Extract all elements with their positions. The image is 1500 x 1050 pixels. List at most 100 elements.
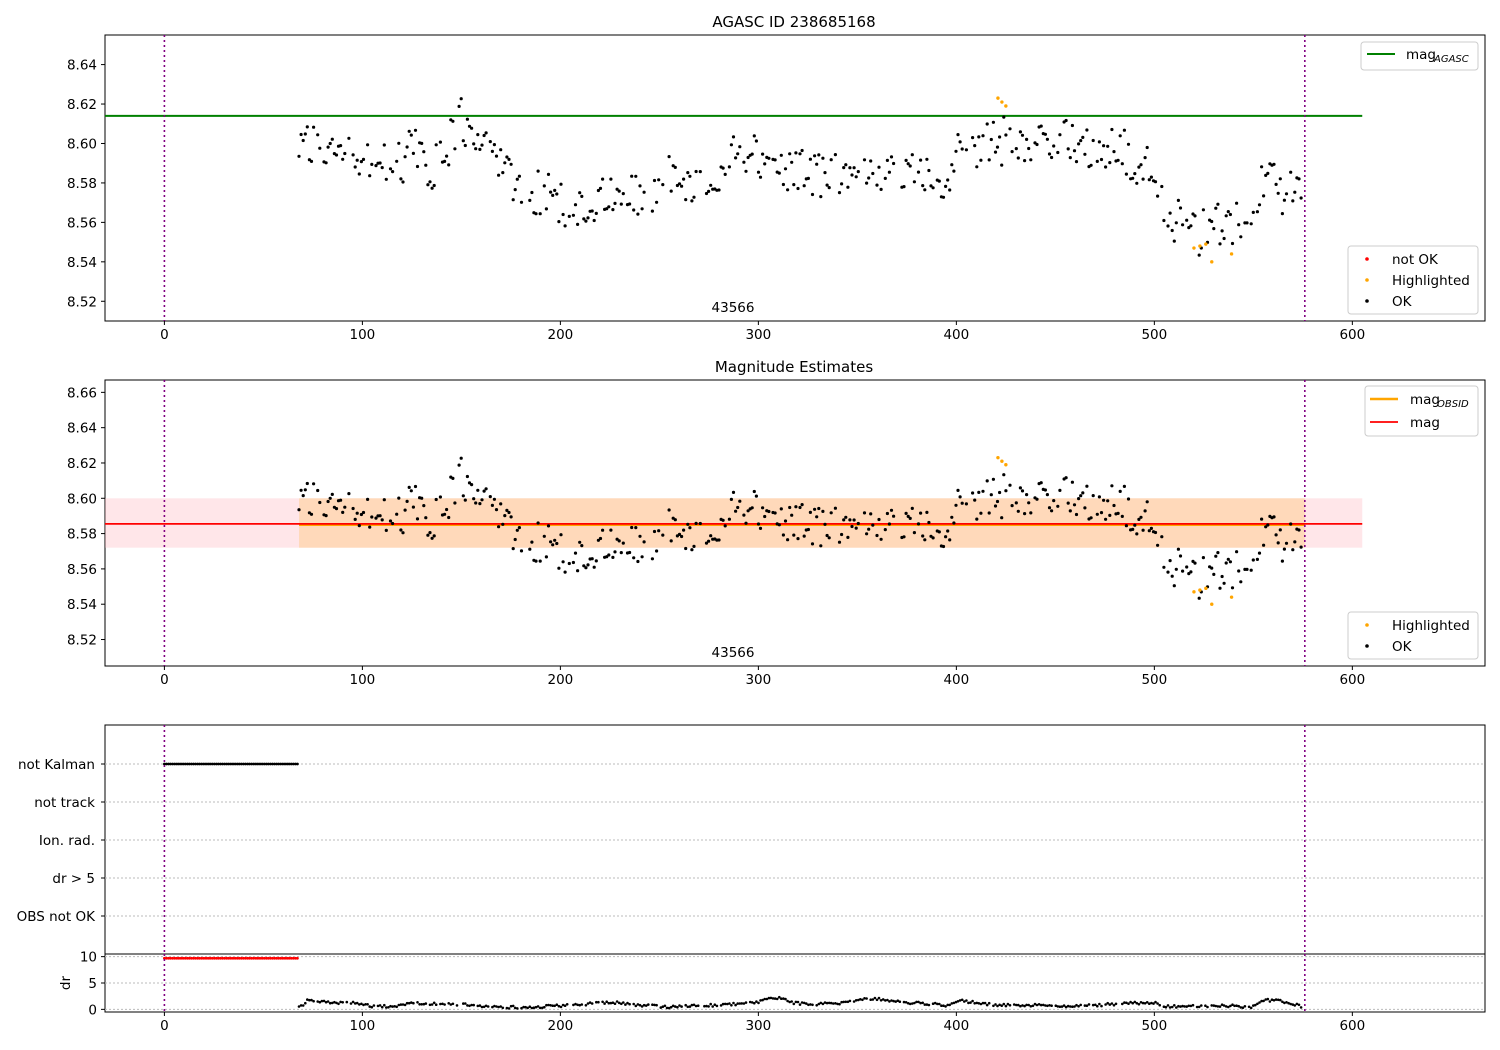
flag-point-not-kalman [198, 762, 202, 766]
ok-point [995, 145, 1000, 149]
legend-marker-highlighted [1365, 623, 1369, 627]
ok-point [557, 566, 561, 570]
ok-point [993, 504, 998, 508]
dr-point-not-ok [291, 956, 295, 960]
ok-point [299, 132, 303, 137]
ok-point [1077, 497, 1081, 501]
dr-point-ok [1019, 1004, 1022, 1008]
ok-point [1089, 163, 1093, 167]
highlighted-point [1229, 252, 1234, 256]
ok-point [977, 490, 981, 494]
legend-box [1347, 245, 1479, 315]
ok-point [397, 496, 401, 500]
ok-point [1002, 115, 1006, 119]
dr-point-not-ok [204, 956, 208, 960]
ok-point [561, 212, 565, 217]
dr-point-ok [561, 1003, 565, 1007]
dr-point-ok [1293, 1004, 1297, 1007]
ok-point [738, 145, 742, 149]
x-tick-label: 0 [160, 672, 169, 688]
dr-point-ok [1114, 1002, 1118, 1006]
dr-point-ok [927, 1003, 931, 1007]
ok-point [607, 553, 611, 557]
legend-marker-ok [1365, 299, 1369, 303]
ok-point [1224, 214, 1228, 218]
dr-point-ok [513, 1006, 517, 1010]
dr-point-not-ok [275, 956, 279, 960]
dr-point-ok [578, 1003, 581, 1007]
ok-point [661, 533, 665, 537]
ok-point [359, 160, 363, 164]
ok-point [925, 510, 929, 514]
ok-point [411, 505, 415, 509]
ok-point [821, 156, 825, 160]
dr-point-ok [378, 1004, 382, 1007]
ok-point [634, 174, 638, 178]
dr-point-ok [484, 1004, 488, 1008]
dr-point-ok [1175, 1006, 1178, 1009]
ok-point [987, 158, 991, 162]
dr-point-ok [655, 1003, 658, 1007]
dr-point-ok [304, 1001, 307, 1005]
flag-point-not-kalman [194, 762, 198, 766]
dr-point-ok [472, 1003, 476, 1007]
dr-point-not-ok [248, 956, 252, 960]
ok-point [590, 209, 594, 213]
dr-point-ok [1094, 1003, 1097, 1007]
dr-point-ok [1127, 1002, 1130, 1005]
ok-point [842, 518, 846, 522]
dr-point-not-ok [217, 956, 220, 960]
ok-point [763, 162, 767, 166]
dr-point-ok [312, 999, 315, 1003]
ok-point [1052, 499, 1056, 503]
ok-point [326, 499, 330, 504]
ok-point [952, 521, 956, 525]
flag-point-not-kalman [208, 762, 212, 766]
ok-point [607, 205, 611, 209]
ok-point [366, 143, 370, 147]
ok-point [447, 163, 451, 167]
dr-point-not-ok [179, 956, 183, 960]
ok-point [813, 507, 817, 511]
dr-point-ok [478, 1004, 482, 1007]
ok-point [571, 560, 576, 565]
ok-point [484, 131, 488, 135]
dr-point-ok [996, 1004, 999, 1008]
ok-point [1023, 511, 1027, 516]
ok-point [509, 162, 513, 166]
ok-point [821, 509, 825, 513]
ok-point [817, 153, 821, 157]
ok-point [571, 213, 576, 217]
ok-point [1085, 128, 1089, 132]
ok-point [463, 498, 467, 502]
ok-point [405, 145, 409, 149]
dr-point-ok [316, 1000, 320, 1003]
ok-point [438, 495, 442, 499]
ok-point [954, 503, 958, 507]
panel1-axes-frame [104, 34, 1486, 322]
dr-point-ok [674, 1005, 677, 1008]
dr-point-ok [711, 1005, 714, 1008]
dr-point-ok [526, 1006, 529, 1010]
dr-point-ok [1091, 1003, 1095, 1007]
ok-point [582, 217, 586, 221]
ok-point [1235, 550, 1239, 554]
ok-point [910, 153, 914, 157]
ok-point [1220, 574, 1224, 579]
dr-point-ok [1258, 1001, 1261, 1004]
dr-point-ok [842, 1000, 845, 1004]
dr-point-ok [349, 1002, 353, 1005]
dr-point-ok [1096, 1004, 1099, 1008]
ok-point [621, 192, 625, 196]
dr-point-not-ok [190, 956, 193, 960]
ok-point [981, 489, 985, 493]
ok-point [810, 542, 815, 546]
ok-point [395, 512, 399, 516]
ok-point [991, 477, 996, 481]
dr-point-ok [1270, 998, 1274, 1001]
ok-point [1106, 499, 1110, 503]
dr-point-ok [1162, 1005, 1166, 1008]
ok-point [752, 489, 756, 494]
dr-point-ok [297, 1005, 301, 1008]
ok-point [586, 563, 590, 567]
